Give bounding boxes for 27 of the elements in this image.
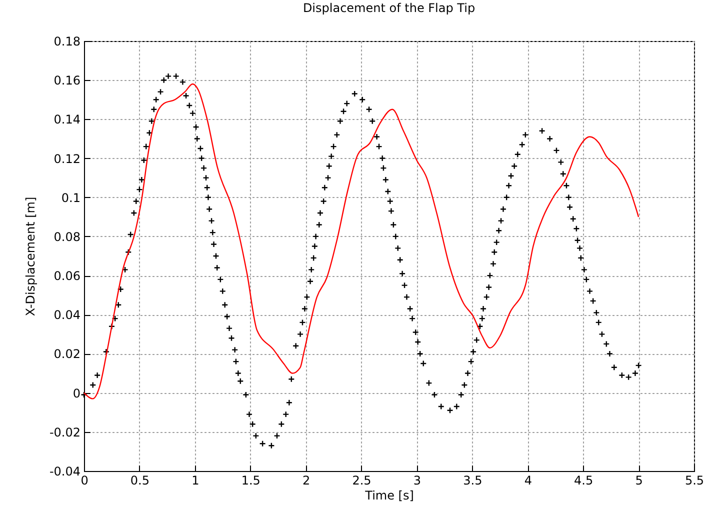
y-tick-label: -0.02 xyxy=(49,425,80,440)
y-tick-label: 0.16 xyxy=(54,74,80,88)
y-tick-label: 0.1 xyxy=(61,190,80,205)
y-tick-label: 0.06 xyxy=(54,269,80,284)
y-tick-label: 0 xyxy=(72,386,80,400)
x-tick-label: 2 xyxy=(302,474,310,488)
line-series xyxy=(83,83,640,400)
y-tick-label: 0.18 xyxy=(54,34,80,48)
x-axis-title: Time [s] xyxy=(364,488,414,502)
x-tick-label: 1 xyxy=(192,474,200,488)
y-tick-label: 0.12 xyxy=(54,152,80,166)
x-tick-label: 1.5 xyxy=(241,474,260,488)
y-tick-label: 0.14 xyxy=(54,112,80,127)
x-tick-label: 5 xyxy=(635,474,643,488)
y-tick-label: 0.02 xyxy=(54,347,80,362)
x-tick-label: 5.5 xyxy=(684,474,704,488)
y-tick-label: -0.04 xyxy=(49,464,80,478)
y-axis-title: X-Displacement [m] xyxy=(23,196,38,316)
y-tick-label: 0.04 xyxy=(54,308,80,322)
y-tick-label: 0.08 xyxy=(54,230,80,244)
x-tick-label: 0.5 xyxy=(130,474,150,488)
x-tick-label: 3 xyxy=(413,474,422,488)
x-tick-label: 4.5 xyxy=(574,474,594,488)
chart-title: Displacement of the Flap Tip xyxy=(302,1,476,15)
x-tick-label: 3.5 xyxy=(463,474,482,488)
x-tick-label: 2.5 xyxy=(352,474,372,488)
x-tick-label: 4 xyxy=(524,474,532,488)
